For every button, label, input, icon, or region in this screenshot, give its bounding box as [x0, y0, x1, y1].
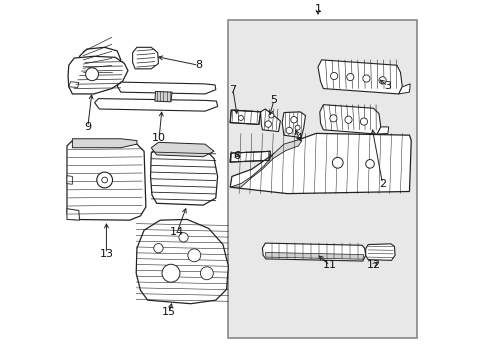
Circle shape: [360, 118, 367, 125]
Circle shape: [102, 177, 107, 183]
Text: 4: 4: [295, 133, 302, 143]
Circle shape: [290, 117, 297, 123]
Polygon shape: [262, 243, 365, 261]
Polygon shape: [398, 84, 409, 94]
Text: 8: 8: [195, 60, 202, 70]
Circle shape: [294, 125, 300, 130]
Text: 6: 6: [233, 150, 240, 161]
Text: 5: 5: [270, 95, 277, 105]
Circle shape: [344, 116, 351, 123]
Polygon shape: [68, 56, 128, 94]
Text: 1: 1: [314, 4, 321, 14]
Text: 12: 12: [366, 260, 380, 270]
Circle shape: [153, 243, 163, 253]
Text: 7: 7: [229, 85, 236, 95]
Polygon shape: [319, 105, 380, 134]
Polygon shape: [230, 151, 270, 162]
FancyBboxPatch shape: [228, 21, 416, 338]
Polygon shape: [117, 82, 215, 94]
Text: 2: 2: [378, 179, 386, 189]
Polygon shape: [155, 91, 172, 102]
Polygon shape: [265, 252, 363, 259]
Circle shape: [268, 113, 273, 118]
Polygon shape: [94, 99, 217, 111]
Circle shape: [346, 73, 353, 81]
Polygon shape: [365, 244, 394, 260]
Circle shape: [365, 159, 373, 168]
Circle shape: [332, 157, 343, 168]
Polygon shape: [67, 176, 72, 184]
Text: 10: 10: [152, 133, 166, 143]
Circle shape: [187, 249, 201, 262]
Polygon shape: [67, 209, 80, 220]
Circle shape: [179, 233, 188, 242]
Circle shape: [85, 68, 99, 81]
Circle shape: [330, 72, 337, 80]
Circle shape: [378, 77, 386, 84]
Circle shape: [238, 116, 243, 121]
Polygon shape: [230, 110, 260, 125]
Polygon shape: [230, 134, 410, 194]
Polygon shape: [260, 109, 280, 132]
Text: 13: 13: [99, 248, 113, 258]
Text: 15: 15: [162, 307, 176, 317]
Circle shape: [329, 115, 336, 122]
Text: 14: 14: [170, 227, 184, 237]
Polygon shape: [72, 139, 137, 148]
Polygon shape: [69, 82, 79, 87]
Circle shape: [362, 75, 369, 82]
Polygon shape: [136, 220, 228, 304]
Polygon shape: [150, 144, 217, 205]
Circle shape: [200, 267, 213, 280]
Text: 11: 11: [322, 260, 336, 270]
Polygon shape: [376, 127, 388, 134]
Polygon shape: [80, 47, 121, 76]
Polygon shape: [230, 140, 301, 187]
Circle shape: [162, 264, 180, 282]
Polygon shape: [151, 142, 214, 157]
Polygon shape: [67, 140, 145, 220]
Circle shape: [264, 121, 271, 127]
Polygon shape: [282, 112, 305, 138]
Text: 3: 3: [384, 81, 390, 91]
Text: 9: 9: [84, 122, 91, 132]
Polygon shape: [317, 60, 402, 94]
Polygon shape: [132, 47, 158, 69]
Circle shape: [97, 172, 112, 188]
Circle shape: [285, 127, 292, 134]
